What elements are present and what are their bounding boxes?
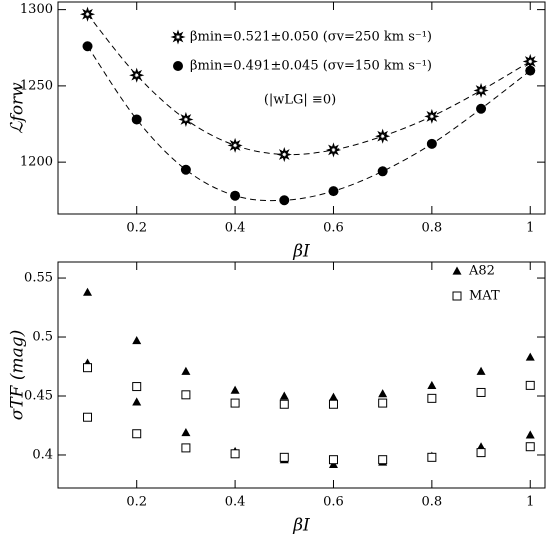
x-tick-label: 0.2 <box>126 221 147 236</box>
marker <box>452 266 462 275</box>
legend-label: A82 <box>468 264 495 279</box>
marker <box>131 114 142 125</box>
marker <box>522 53 538 70</box>
marker <box>279 391 289 400</box>
y-tick-label: 1250 <box>20 78 53 93</box>
x-tick-label: 0.8 <box>422 495 443 510</box>
legend-label: βmin=0.521±0.050 (σv=250 km s⁻¹) <box>190 30 432 45</box>
marker <box>83 412 93 422</box>
marker <box>279 195 290 206</box>
x-axis-label: βI <box>292 242 310 262</box>
annotation: (|wLG| ≡0) <box>264 93 336 108</box>
marker <box>375 128 391 144</box>
plot-frame <box>57 261 546 489</box>
marker <box>476 366 486 375</box>
marker <box>525 430 535 439</box>
marker <box>476 103 487 114</box>
marker <box>230 449 240 459</box>
x-tick-label: 0.6 <box>323 495 344 510</box>
marker <box>328 455 338 465</box>
marker <box>476 448 486 458</box>
marker <box>173 61 183 71</box>
marker <box>230 398 240 408</box>
marker <box>424 108 440 124</box>
marker <box>132 397 142 406</box>
marker <box>279 399 289 409</box>
legend-label: MAT <box>469 289 500 304</box>
plot-frame <box>57 1 546 215</box>
marker <box>230 385 240 394</box>
y-tick-label: 0.45 <box>24 388 53 403</box>
y-tick-label: 1200 <box>20 155 53 170</box>
marker <box>181 443 191 453</box>
marker <box>181 390 191 400</box>
marker <box>227 137 243 153</box>
legend-label: βmin=0.491±0.045 (σv=150 km s⁻¹) <box>190 59 432 74</box>
marker <box>129 67 145 83</box>
y-axis-label: σTF (mag) <box>8 330 28 421</box>
marker <box>230 190 241 201</box>
marker <box>476 387 486 397</box>
marker <box>525 442 535 452</box>
marker <box>132 429 142 439</box>
y-tick-label: 0.4 <box>32 447 53 462</box>
marker <box>82 41 93 52</box>
marker <box>377 166 388 177</box>
marker <box>276 146 292 163</box>
marker <box>325 142 342 158</box>
x-tick-label: 0.2 <box>126 495 147 510</box>
marker <box>452 291 462 301</box>
line <box>87 13 531 156</box>
marker <box>83 287 93 296</box>
marker <box>378 398 388 408</box>
x-axis-label: βI <box>292 516 310 536</box>
marker <box>178 111 194 127</box>
x-tick-label: 1 <box>526 221 534 236</box>
marker <box>525 352 535 361</box>
y-tick-label: 1300 <box>20 2 53 17</box>
x-tick-label: 0.6 <box>323 221 344 236</box>
marker <box>132 336 142 345</box>
marker <box>79 6 96 22</box>
marker <box>473 82 489 99</box>
marker <box>170 29 186 45</box>
marker <box>83 363 93 373</box>
y-axis-label: ℒforw <box>8 82 28 134</box>
x-tick-label: 0.8 <box>422 221 443 236</box>
marker <box>427 380 437 389</box>
marker <box>279 452 289 462</box>
marker <box>525 65 536 76</box>
marker <box>132 382 142 392</box>
marker <box>525 380 535 390</box>
marker <box>427 393 437 403</box>
marker <box>328 392 338 401</box>
marker <box>328 186 339 197</box>
y-tick-label: 0.55 <box>24 271 53 286</box>
x-tick-label: 0.4 <box>225 221 246 236</box>
marker <box>427 452 437 462</box>
x-tick-label: 1 <box>526 495 534 510</box>
y-tick-label: 0.5 <box>32 330 53 345</box>
marker <box>378 389 388 398</box>
marker <box>328 399 338 409</box>
marker <box>426 138 437 149</box>
marker <box>181 428 191 437</box>
marker <box>181 366 191 375</box>
marker <box>180 164 191 175</box>
x-tick-label: 0.4 <box>225 495 246 510</box>
marker <box>378 455 388 465</box>
